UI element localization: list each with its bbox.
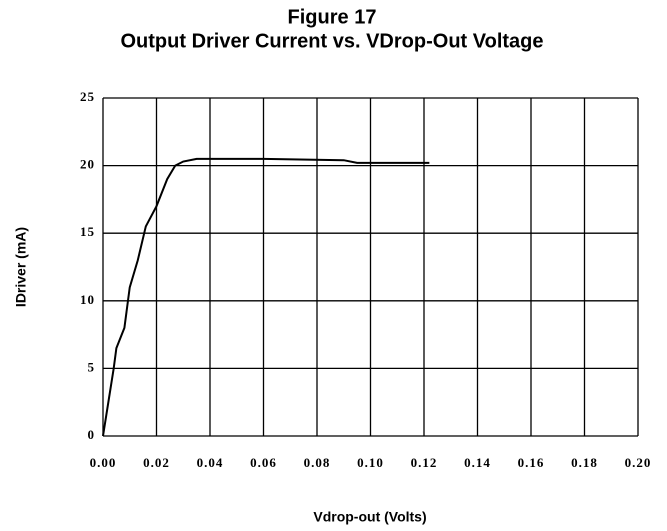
y-tick-label: 25 bbox=[80, 89, 95, 104]
x-tick-label: 0.12 bbox=[411, 455, 438, 470]
data-line bbox=[102, 157, 430, 437]
y-tick-label: 0 bbox=[88, 427, 96, 442]
x-tick-label: 0.08 bbox=[304, 455, 331, 470]
y-tick-label: 5 bbox=[88, 359, 96, 374]
x-axis-label: Vdrop-out (Volts) bbox=[313, 509, 426, 525]
y-axis-label: IDriver (mA) bbox=[13, 227, 29, 307]
x-tick-label: 0.20 bbox=[625, 455, 652, 470]
x-tick-label: 0.10 bbox=[357, 455, 384, 470]
x-tick-label: 0.16 bbox=[518, 455, 545, 470]
y-tick-label: 10 bbox=[80, 292, 95, 307]
y-tick-label: 15 bbox=[80, 224, 95, 239]
x-tick-label: 0.02 bbox=[143, 455, 170, 470]
x-tick-label: 0.06 bbox=[250, 455, 277, 470]
x-tick-label: 0.04 bbox=[197, 455, 224, 470]
chart-title: Figure 17 bbox=[288, 6, 377, 28]
x-tick-label: 0.18 bbox=[571, 455, 598, 470]
x-tick-label: 0.00 bbox=[90, 455, 117, 470]
x-tick-label: 0.14 bbox=[464, 455, 491, 470]
chart-subtitle: Output Driver Current vs. VDrop-Out Volt… bbox=[121, 30, 544, 52]
y-tick-label: 20 bbox=[80, 157, 95, 172]
